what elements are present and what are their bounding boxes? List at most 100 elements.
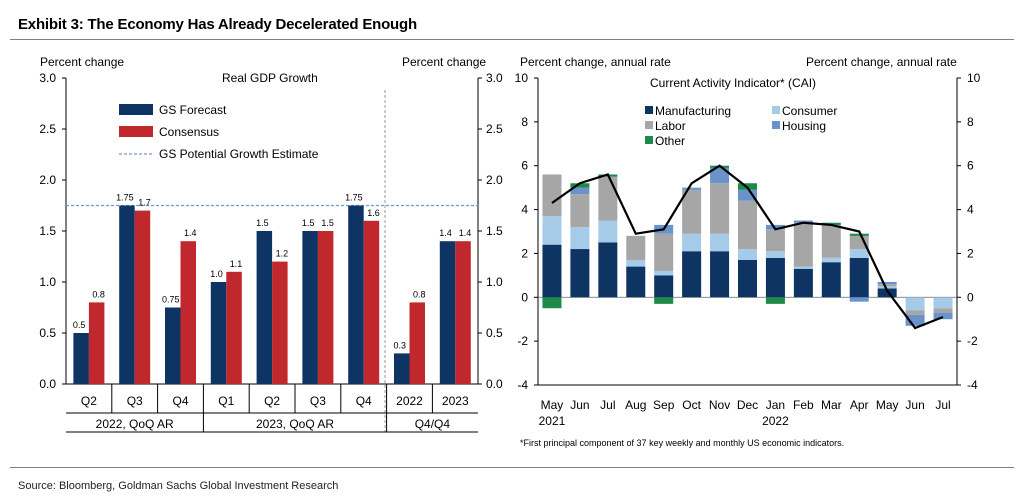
consensus-bar xyxy=(455,241,471,384)
gdp-ytick-label-left: 2.0 xyxy=(39,173,56,187)
cai-month-label: Aug xyxy=(625,398,646,412)
gdp-group-label: Q4/Q4 xyxy=(415,417,451,431)
cai-ytick-label-right: -4 xyxy=(967,378,978,392)
gdp-ytick-label-left: 1.0 xyxy=(39,275,56,289)
gs-forecast-bar xyxy=(165,307,181,384)
cai-consumer-bar xyxy=(877,286,897,289)
consensus-value-label: 1.6 xyxy=(367,208,380,218)
cai-manufacturing-bar xyxy=(765,257,785,298)
gdp-ytick-label-right: 2.5 xyxy=(486,122,503,136)
cai-labor-bar xyxy=(793,222,813,267)
cai-ytick-label-left: 4 xyxy=(521,203,528,217)
cai-consumer-bar xyxy=(598,220,618,243)
gdp-category-label: Q4 xyxy=(172,394,188,408)
cai-manufacturing-bar xyxy=(849,257,869,298)
cai-labor-bar xyxy=(765,229,785,252)
title-divider xyxy=(10,39,1014,40)
cai-manufacturing-bar xyxy=(598,242,618,298)
gdp-ytick-label-right: 2.0 xyxy=(486,173,503,187)
gs-forecast-bar xyxy=(302,231,318,384)
gdp-category-label: 2023 xyxy=(442,394,469,408)
legend-consumer-label: Consumer xyxy=(782,104,837,118)
cai-ytick-label-right: 6 xyxy=(967,159,974,173)
cai-other-bar xyxy=(570,183,590,188)
gs-forecast-bar xyxy=(439,241,456,384)
gdp-ylabel-right: Percent change xyxy=(402,55,486,69)
cai-manufacturing-bar xyxy=(654,275,674,298)
gs-forecast-value-label: 1.0 xyxy=(210,269,223,279)
gs-forecast-bar xyxy=(73,333,89,384)
gs-forecast-bar xyxy=(348,205,364,384)
cai-consumer-bar xyxy=(738,249,757,261)
gdp-category-label: Q1 xyxy=(218,394,234,408)
gs-forecast-bar xyxy=(256,231,273,384)
cai-month-label: Apr xyxy=(850,398,869,412)
cai-ytick-label-left: -4 xyxy=(517,378,528,392)
cai-other-bar xyxy=(654,297,674,304)
cai-year-label: 2021 xyxy=(539,414,566,428)
source-note: Source: Bloomberg, Goldman Sachs Global … xyxy=(18,480,339,492)
consensus-bar xyxy=(226,271,242,384)
cai-housing-bar xyxy=(765,224,785,230)
cai-housing-bar xyxy=(570,187,590,195)
cai-ytick-label-right: 8 xyxy=(967,115,974,129)
cai-consumer-bar xyxy=(765,251,785,258)
gdp-ytick-label-right: 0.5 xyxy=(486,326,503,340)
legend-labor-label: Labor xyxy=(655,119,686,133)
cai-other-bar xyxy=(542,297,562,309)
cai-housing-bar xyxy=(710,167,730,184)
cai-labor-bar xyxy=(542,174,562,217)
cai-manufacturing-bar xyxy=(626,266,646,298)
cai-manufacturing-bar xyxy=(793,268,813,298)
cai-month-label: Mar xyxy=(821,398,842,412)
cai-housing-bar xyxy=(877,281,897,285)
gdp-category-label: Q3 xyxy=(310,394,326,408)
cai-ytick-label-left: 6 xyxy=(521,159,528,173)
cai-month-label: Dec xyxy=(737,398,758,412)
cai-housing-bar xyxy=(682,187,702,190)
gs-forecast-bar xyxy=(119,205,135,384)
consensus-value-label: 0.8 xyxy=(413,289,426,299)
cai-labor-bar xyxy=(821,224,841,258)
cai-ytick-label-left: -2 xyxy=(517,334,528,348)
gdp-ytick-label-right: 1.0 xyxy=(486,275,503,289)
gdp-category-label: Q3 xyxy=(127,394,143,408)
gdp-category-label: 2022 xyxy=(396,394,423,408)
cai-manufacturing-bar xyxy=(821,262,841,298)
cai-consumer-bar xyxy=(821,257,841,263)
cai-labor-bar xyxy=(905,310,925,315)
cai-labor-bar xyxy=(933,308,953,313)
legend-housing-label: Housing xyxy=(782,119,826,133)
cai-ytick-label-left: 10 xyxy=(515,71,529,85)
gs-forecast-value-label: 1.5 xyxy=(256,218,269,228)
cai-housing-bar xyxy=(933,312,953,320)
cai-labor-bar xyxy=(738,200,757,250)
consensus-value-label: 1.5 xyxy=(321,218,334,228)
cai-consumer-bar xyxy=(626,260,646,267)
cai-consumer-bar xyxy=(710,233,730,252)
cai-manufacturing-bar xyxy=(738,260,757,298)
cai-housing-bar xyxy=(849,297,869,302)
cai-month-label: Jul xyxy=(600,398,615,412)
cai-labor-bar xyxy=(682,189,702,234)
cai-consumer-bar xyxy=(570,227,590,250)
consensus-bar xyxy=(180,241,196,384)
cai-month-label: Feb xyxy=(793,398,814,412)
cai-other-bar xyxy=(765,297,785,304)
legend-consensus-label: Consensus xyxy=(159,125,219,139)
cai-month-label: May xyxy=(541,398,564,412)
gdp-ytick-label-left: 0.0 xyxy=(39,377,56,391)
cai-ytick-label-right: 0 xyxy=(967,290,974,304)
gdp-ytick-label-left: 2.5 xyxy=(39,122,56,136)
gdp-ytick-label-right: 1.5 xyxy=(486,224,503,238)
gs-forecast-value-label: 0.75 xyxy=(162,295,180,305)
legend-housing-swatch xyxy=(772,121,780,129)
gdp-ytick-label-right: 3.0 xyxy=(486,71,503,85)
consensus-value-label: 0.8 xyxy=(92,289,105,299)
cai-ytick-label-left: 0 xyxy=(521,290,528,304)
cai-ytick-label-right: 4 xyxy=(967,203,974,217)
cai-labor-bar xyxy=(598,176,618,221)
consensus-value-label: 1.7 xyxy=(138,198,151,208)
consensus-value-label: 1.4 xyxy=(459,228,472,238)
